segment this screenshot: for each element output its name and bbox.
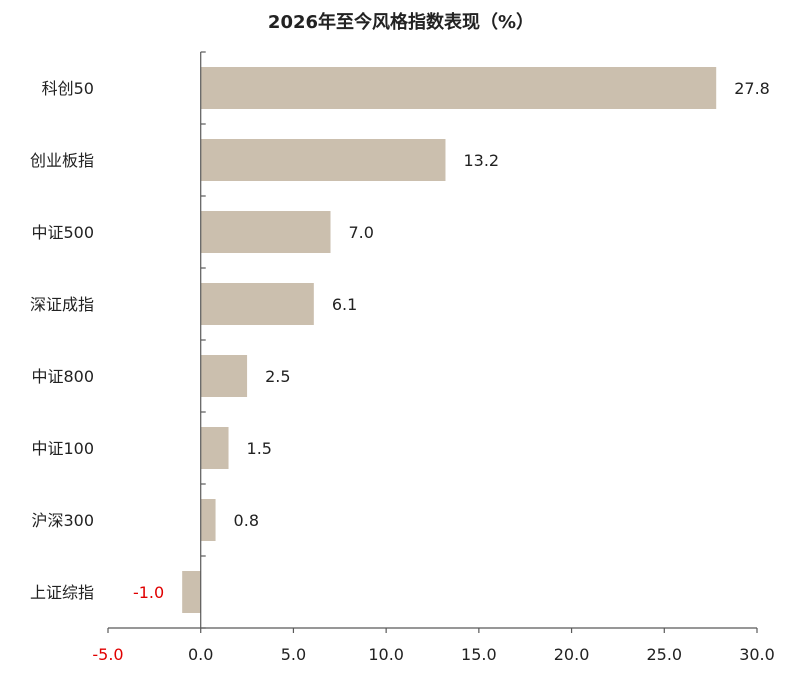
category-label: 中证500 — [31, 223, 94, 242]
category-label: 科创50 — [42, 79, 94, 98]
x-tick-label: 5.0 — [281, 645, 306, 664]
x-tick-label: -5.0 — [92, 645, 123, 664]
value-label: 1.5 — [247, 439, 272, 458]
value-label: 2.5 — [265, 367, 290, 386]
bar — [200, 139, 446, 181]
bar — [200, 67, 717, 109]
bar — [200, 283, 314, 325]
value-label: 6.1 — [332, 295, 357, 314]
category-label: 中证800 — [31, 367, 94, 386]
bar — [200, 355, 248, 397]
x-tick-label: 0.0 — [188, 645, 213, 664]
x-tick-label: 10.0 — [368, 645, 404, 664]
chart-title: 2026年至今风格指数表现（%） — [267, 12, 535, 33]
value-label: 13.2 — [463, 151, 499, 170]
value-label: -1.0 — [133, 583, 164, 602]
category-label: 中证100 — [31, 439, 94, 458]
bar — [200, 211, 331, 253]
bar — [182, 571, 201, 613]
value-label: 0.8 — [234, 511, 259, 530]
bar — [200, 427, 229, 469]
category-label: 上证综指 — [30, 583, 94, 602]
x-tick-label: 15.0 — [461, 645, 497, 664]
value-label: 7.0 — [349, 223, 374, 242]
value-label: 27.8 — [734, 79, 770, 98]
category-label: 沪深300 — [31, 511, 94, 530]
x-tick-label: 25.0 — [646, 645, 682, 664]
category-label: 深证成指 — [30, 295, 94, 314]
bar — [200, 499, 216, 541]
x-tick-label: 30.0 — [739, 645, 775, 664]
bars-layer — [182, 67, 717, 613]
axes-layer — [107, 51, 758, 633]
category-label: 创业板指 — [30, 151, 94, 170]
x-tick-label: 20.0 — [554, 645, 590, 664]
labels-layer: 科创50 27.8 创业板指 13.2 中证500 7.0 深证成指 6.1 中证800 2.5 中… — [30, 79, 775, 664]
